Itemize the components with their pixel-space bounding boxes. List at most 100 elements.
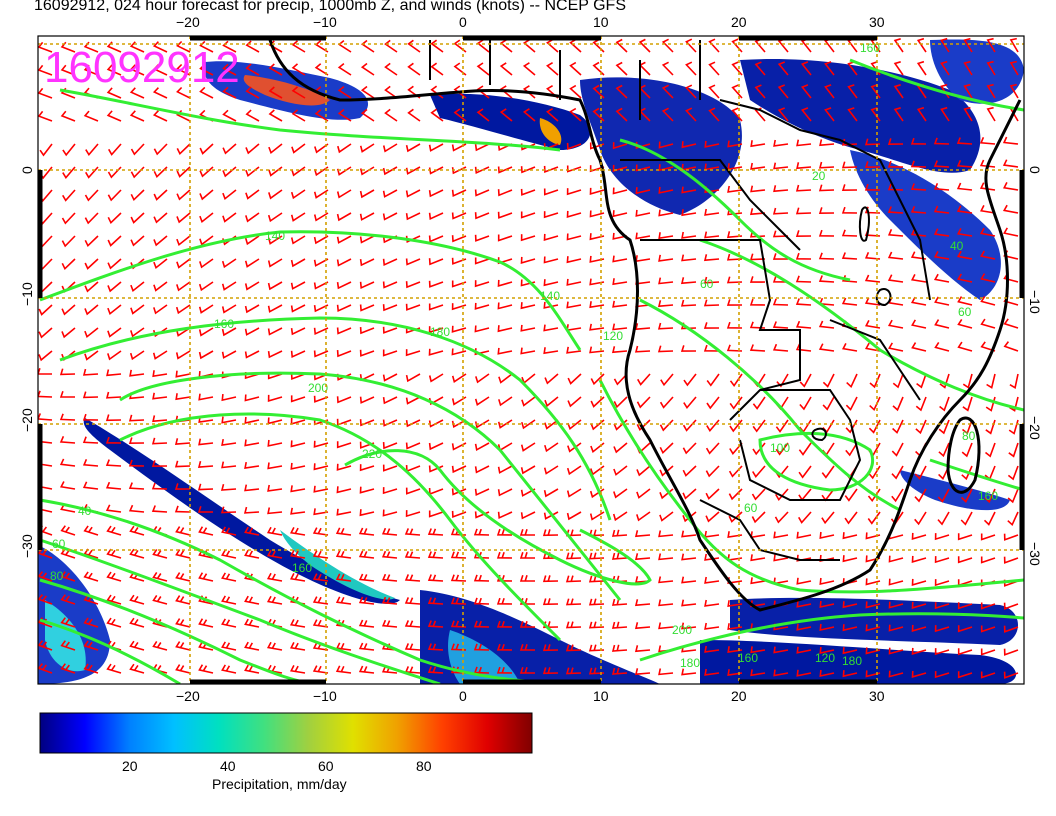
wind-barb xyxy=(750,577,766,585)
wind-barb xyxy=(266,549,283,559)
wind-barb xyxy=(682,511,697,523)
wind-barb xyxy=(106,571,122,582)
x-tick-label: 20 xyxy=(731,14,747,30)
wind-barb xyxy=(519,667,535,674)
wind-barb xyxy=(612,323,628,331)
wind-barb xyxy=(961,442,973,458)
wind-barb xyxy=(130,143,145,156)
wind-barb xyxy=(451,280,467,288)
wind-barb xyxy=(38,87,53,99)
wind-barb xyxy=(313,304,329,313)
country-borders xyxy=(429,40,931,561)
lake xyxy=(811,427,827,442)
wind-barb xyxy=(542,598,559,606)
wind-barb xyxy=(635,164,651,172)
wind-barb xyxy=(680,277,697,285)
wind-barb xyxy=(590,396,605,408)
contour-label: 60 xyxy=(52,537,66,551)
wind-barb xyxy=(62,166,76,180)
wind-barb xyxy=(38,64,53,76)
wind-barb xyxy=(819,646,835,655)
wind-barb xyxy=(634,530,651,538)
wind-barb xyxy=(222,40,237,53)
wind-barb xyxy=(661,61,674,76)
wind-barb xyxy=(450,597,467,605)
wind-barb xyxy=(313,281,329,290)
wind-barb xyxy=(61,235,76,248)
wind-barb xyxy=(85,143,99,157)
wind-barb xyxy=(497,234,513,242)
wind-barb xyxy=(450,551,467,559)
wind-barb xyxy=(635,232,651,240)
wind-barb xyxy=(892,419,904,434)
border xyxy=(640,239,801,421)
y-tick-label: −20 xyxy=(1027,416,1043,440)
wind-barb xyxy=(705,488,720,500)
wind-barb xyxy=(796,669,812,677)
wind-barb xyxy=(267,462,283,470)
wind-barb xyxy=(222,86,237,99)
wind-barb xyxy=(291,86,306,99)
wind-barb xyxy=(749,208,766,216)
wind-barb xyxy=(957,296,973,306)
wind-barb xyxy=(566,465,582,476)
contour-line xyxy=(639,612,1024,662)
wind-barb xyxy=(221,327,237,337)
wind-barb xyxy=(750,140,766,148)
wind-barb xyxy=(864,342,881,352)
x-tick-label: −20 xyxy=(176,688,200,704)
wind-barb xyxy=(911,624,927,632)
wind-barb xyxy=(152,110,168,122)
wind-barb xyxy=(244,416,260,425)
wind-barb xyxy=(199,258,214,269)
wind-barb xyxy=(775,488,789,501)
wind-barb xyxy=(612,142,628,150)
wind-barb xyxy=(704,599,720,607)
wind-barb xyxy=(635,187,651,195)
wind-barb xyxy=(542,644,559,652)
wind-barb xyxy=(682,465,697,477)
wind-barb xyxy=(566,233,582,241)
wind-barb xyxy=(151,437,168,445)
wind-barb xyxy=(750,162,766,170)
wind-barb xyxy=(152,640,168,651)
wind-barb xyxy=(914,465,927,480)
contour-line xyxy=(598,379,1024,594)
wind-barb xyxy=(980,341,996,352)
wind-barb xyxy=(865,601,881,609)
wind-barb xyxy=(590,419,605,431)
wind-barb xyxy=(430,108,444,122)
wind-barb xyxy=(290,462,306,470)
wind-barb xyxy=(313,189,329,199)
wind-barb xyxy=(381,619,398,628)
wind-barb xyxy=(888,624,904,632)
wind-barb xyxy=(83,64,99,76)
wind-barb xyxy=(244,461,260,469)
map-layers: 140 160 180 200 220 140 120 160 100 60 40 60 80 160 20… xyxy=(38,37,1024,684)
wind-barb xyxy=(819,600,835,609)
wind-barb xyxy=(750,646,766,654)
coastline-west-africa xyxy=(268,39,1022,612)
wind-barb xyxy=(520,442,536,452)
wind-barb xyxy=(359,349,375,357)
y-tick-label: 0 xyxy=(19,166,35,174)
wind-barb xyxy=(681,231,697,239)
wind-barb xyxy=(174,483,191,490)
wind-barb xyxy=(360,108,375,122)
wind-barb xyxy=(197,483,214,491)
wind-barb xyxy=(910,160,927,168)
wind-barb xyxy=(682,442,697,455)
wind-barb xyxy=(451,488,467,496)
wind-barb xyxy=(565,644,582,652)
wind-barb xyxy=(152,87,168,99)
wind-barb xyxy=(819,669,835,678)
wind-barb xyxy=(221,416,237,424)
wind-barb xyxy=(864,138,881,146)
wind-barb xyxy=(107,350,122,361)
contour-label: 80 xyxy=(50,569,64,583)
wind-barb xyxy=(956,228,973,237)
wind-barb xyxy=(476,108,490,122)
wind-barb xyxy=(268,40,283,53)
wind-barb xyxy=(60,64,76,76)
wind-barb xyxy=(359,327,375,335)
